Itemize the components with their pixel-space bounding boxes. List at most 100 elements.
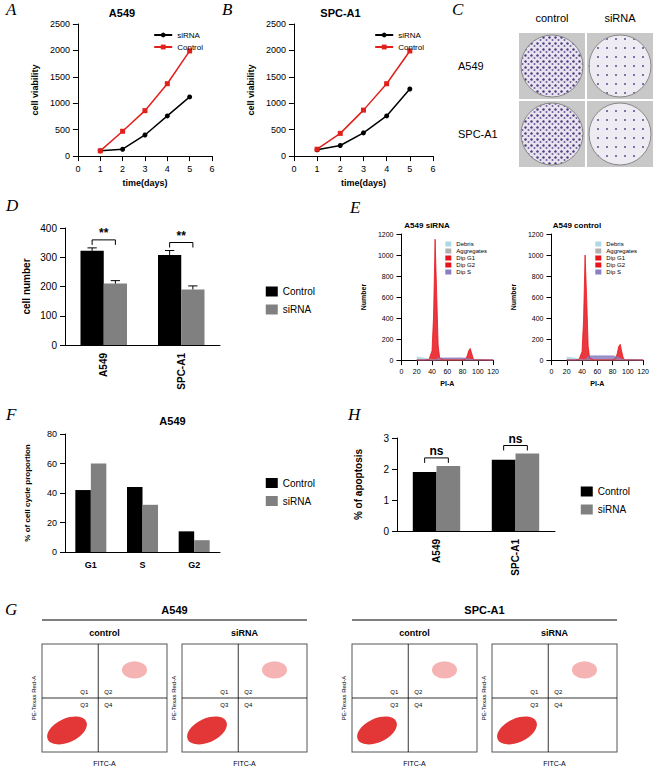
svg-text:1000: 1000 xyxy=(378,252,394,259)
svg-text:1500: 1500 xyxy=(50,72,70,82)
svg-text:PE-Texas Red-A: PE-Texas Red-A xyxy=(171,676,177,720)
svg-text:120: 120 xyxy=(487,368,499,375)
svg-text:2: 2 xyxy=(383,464,389,475)
svg-text:time(days): time(days) xyxy=(341,178,386,188)
svg-text:2: 2 xyxy=(120,164,125,174)
svg-text:cell viability: cell viability xyxy=(30,65,40,116)
svg-text:siRNA: siRNA xyxy=(541,628,569,638)
svg-text:SPC-A1: SPC-A1 xyxy=(464,604,504,616)
svg-text:80: 80 xyxy=(47,429,57,439)
svg-text:Q1: Q1 xyxy=(390,689,399,695)
svg-text:control: control xyxy=(89,628,120,638)
svg-text:FITC-A: FITC-A xyxy=(543,760,566,767)
svg-text:40: 40 xyxy=(428,368,436,375)
svg-text:100: 100 xyxy=(622,368,634,375)
svg-text:2000: 2000 xyxy=(50,45,70,55)
svg-text:Number: Number xyxy=(360,284,367,311)
svg-text:500: 500 xyxy=(271,125,286,135)
svg-text:siRNA: siRNA xyxy=(231,628,259,638)
svg-text:siRNA: siRNA xyxy=(604,12,636,24)
svg-text:cell number: cell number xyxy=(21,258,32,314)
svg-text:A549: A549 xyxy=(161,604,187,616)
svg-text:0: 0 xyxy=(52,547,57,557)
svg-text:Dip G1: Dip G1 xyxy=(456,255,475,261)
svg-text:Control: Control xyxy=(283,286,315,297)
svg-text:siRNA: siRNA xyxy=(177,31,200,40)
svg-text:40: 40 xyxy=(578,368,586,375)
svg-text:400: 400 xyxy=(532,315,544,322)
svg-text:1200: 1200 xyxy=(378,231,394,238)
svg-text:Aggregates: Aggregates xyxy=(606,248,637,254)
svg-text:SPC-A1: SPC-A1 xyxy=(458,128,498,140)
svg-text:Dip G1: Dip G1 xyxy=(606,255,625,261)
svg-text:Debris: Debris xyxy=(606,241,623,247)
svg-text:800: 800 xyxy=(532,273,544,280)
svg-text:**: ** xyxy=(177,229,187,243)
svg-text:400: 400 xyxy=(382,315,394,322)
svg-text:**: ** xyxy=(99,226,109,240)
svg-text:FITC-A: FITC-A xyxy=(233,760,256,767)
svg-text:Q3: Q3 xyxy=(390,702,399,708)
svg-text:% of cell cycle proportion: % of cell cycle proportion xyxy=(23,444,32,541)
svg-text:500: 500 xyxy=(55,125,70,135)
svg-text:A549: A549 xyxy=(458,60,484,72)
svg-text:Control: Control xyxy=(283,478,315,489)
svg-text:3: 3 xyxy=(142,164,147,174)
svg-text:1: 1 xyxy=(315,164,320,174)
svg-text:SPC-A1: SPC-A1 xyxy=(320,7,360,19)
svg-text:0: 0 xyxy=(383,526,389,537)
svg-text:A549: A549 xyxy=(98,353,109,377)
svg-text:PE-Texas Red-A: PE-Texas Red-A xyxy=(341,676,347,720)
svg-text:Aggregates: Aggregates xyxy=(456,248,487,254)
svg-text:Q1: Q1 xyxy=(530,689,539,695)
svg-text:120: 120 xyxy=(637,368,649,375)
svg-text:S: S xyxy=(139,560,145,570)
svg-text:100: 100 xyxy=(40,310,57,321)
svg-text:SPC-A1: SPC-A1 xyxy=(510,539,521,576)
svg-text:0: 0 xyxy=(390,357,394,364)
svg-text:1500: 1500 xyxy=(266,72,286,82)
svg-text:Control: Control xyxy=(177,43,203,52)
svg-text:FITC-A: FITC-A xyxy=(403,760,426,767)
svg-text:200: 200 xyxy=(40,281,57,292)
svg-text:20: 20 xyxy=(563,368,571,375)
svg-text:600: 600 xyxy=(382,294,394,301)
svg-text:Debris: Debris xyxy=(456,241,473,247)
svg-text:Q3: Q3 xyxy=(530,702,539,708)
svg-text:100: 100 xyxy=(472,368,484,375)
svg-text:0: 0 xyxy=(51,340,57,351)
svg-text:400: 400 xyxy=(40,223,57,234)
svg-text:2500: 2500 xyxy=(266,19,286,29)
svg-text:40: 40 xyxy=(47,488,57,498)
svg-text:2500: 2500 xyxy=(50,19,70,29)
svg-text:siRNA: siRNA xyxy=(598,504,627,515)
svg-text:Control: Control xyxy=(398,43,424,52)
svg-text:Q1: Q1 xyxy=(220,689,229,695)
svg-text:Q3: Q3 xyxy=(80,702,89,708)
svg-text:Q2: Q2 xyxy=(414,689,423,695)
svg-text:Dip S: Dip S xyxy=(456,269,471,275)
svg-text:PI-A: PI-A xyxy=(590,380,604,387)
svg-text:PE-Texas Red-A: PE-Texas Red-A xyxy=(481,676,487,720)
svg-text:ns: ns xyxy=(429,444,443,458)
svg-text:300: 300 xyxy=(40,252,57,263)
svg-text:1200: 1200 xyxy=(528,231,544,238)
svg-text:0: 0 xyxy=(540,357,544,364)
svg-text:A549: A549 xyxy=(109,7,135,19)
svg-text:ns: ns xyxy=(508,432,522,446)
svg-text:3: 3 xyxy=(361,164,366,174)
svg-text:60: 60 xyxy=(443,368,451,375)
svg-text:1000: 1000 xyxy=(528,252,544,259)
svg-text:A549 control: A549 control xyxy=(553,221,601,230)
svg-text:A549: A549 xyxy=(431,539,442,563)
svg-text:Q4: Q4 xyxy=(414,702,423,708)
svg-text:1000: 1000 xyxy=(50,98,70,108)
svg-text:4: 4 xyxy=(384,164,389,174)
svg-text:0: 0 xyxy=(281,151,286,161)
svg-text:5: 5 xyxy=(187,164,192,174)
svg-text:Q2: Q2 xyxy=(554,689,563,695)
svg-text:800: 800 xyxy=(382,273,394,280)
svg-text:G2: G2 xyxy=(188,560,200,570)
svg-text:0: 0 xyxy=(291,164,296,174)
svg-text:Q4: Q4 xyxy=(104,702,113,708)
